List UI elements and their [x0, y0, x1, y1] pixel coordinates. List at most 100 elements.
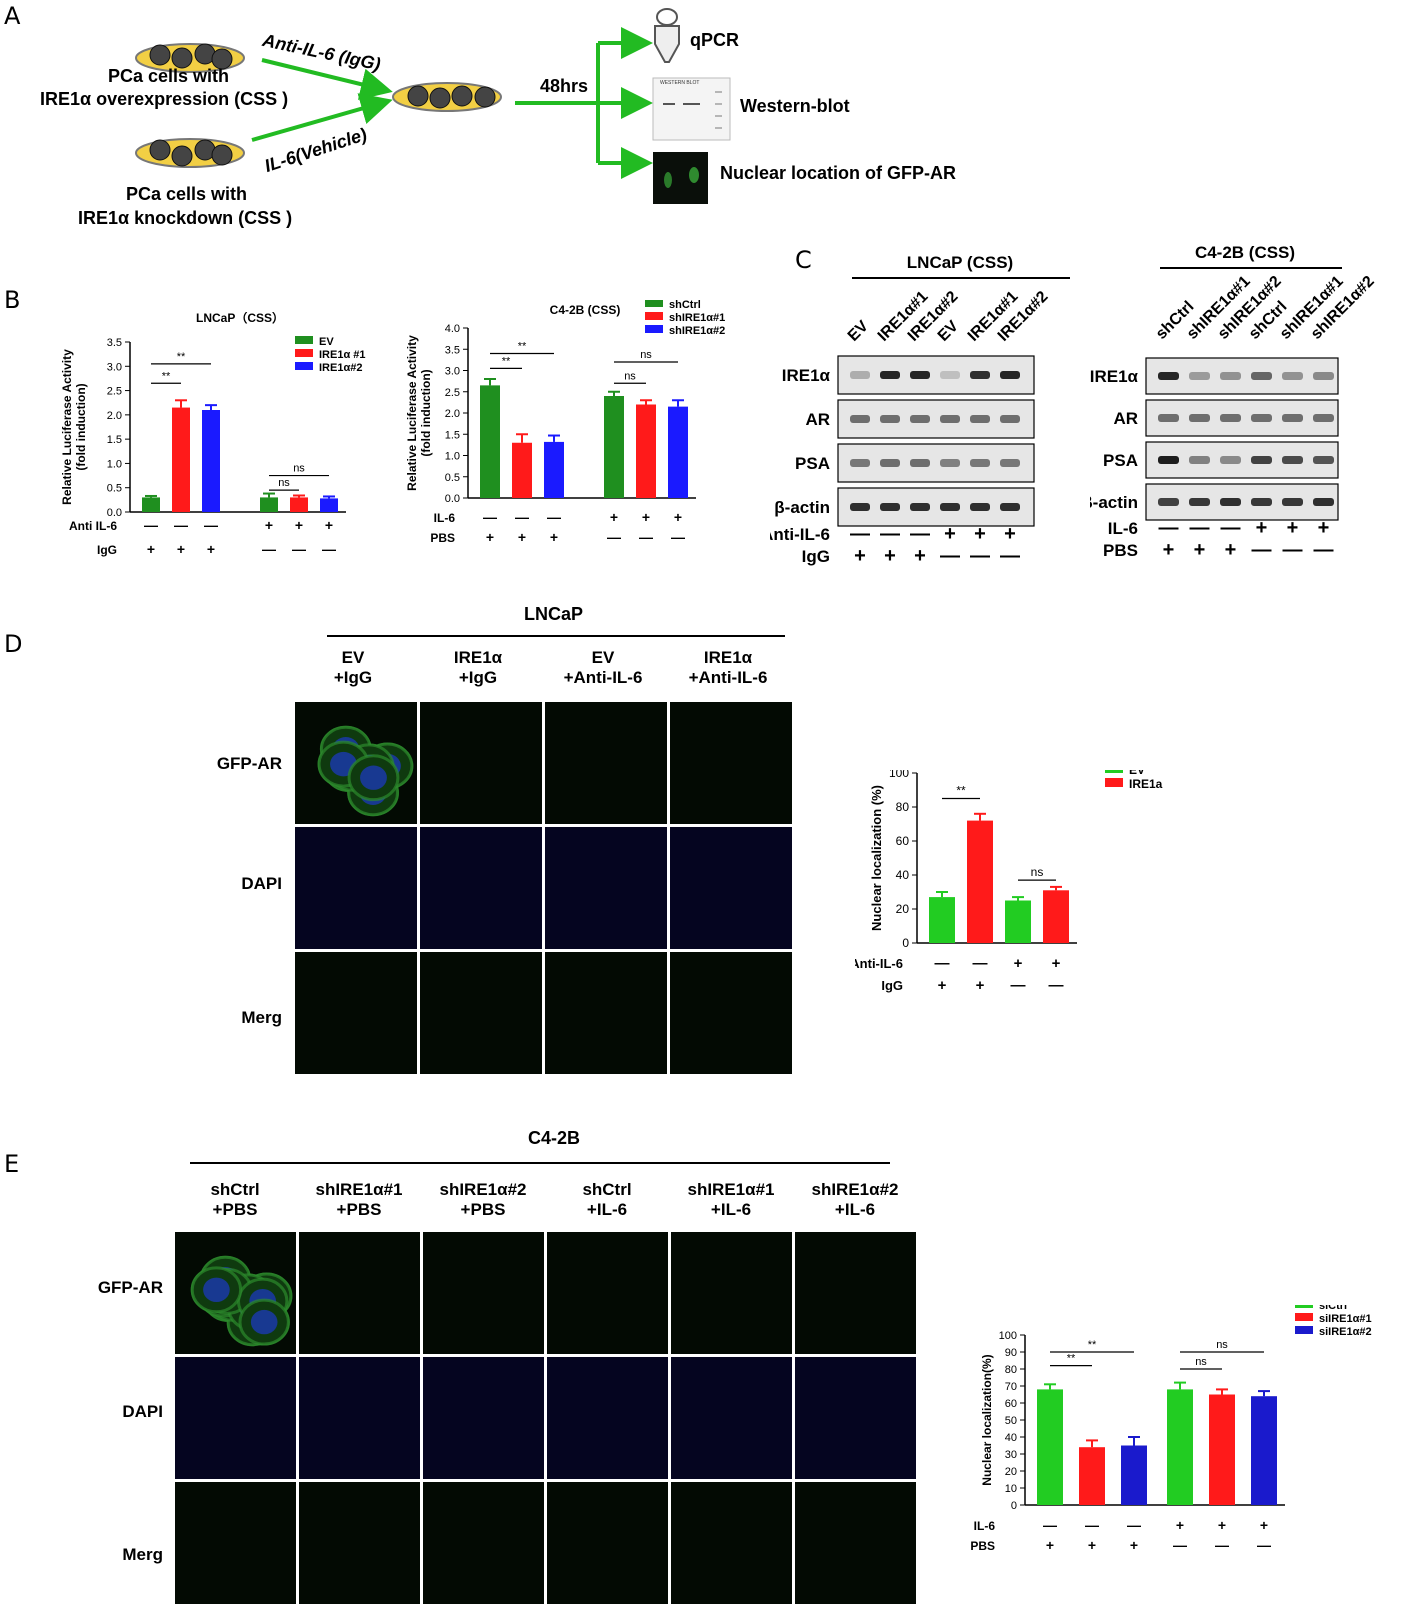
band	[970, 503, 990, 511]
y-tick-label: 0.0	[107, 507, 122, 519]
y-tick-label: 10	[1005, 1483, 1017, 1495]
condition-mark: —	[973, 955, 988, 972]
condition-label: Anti-IL-6	[770, 525, 830, 544]
blot-row-label: PSA	[795, 454, 830, 473]
condition-mark: —	[671, 529, 685, 545]
band	[1158, 372, 1179, 380]
significance-label: **	[502, 355, 511, 367]
condition-mark: +	[207, 541, 215, 557]
condition-label: PBS	[970, 1539, 995, 1553]
pcr-tube-icon	[654, 8, 680, 63]
condition-mark: +	[265, 517, 273, 533]
condition-mark: —	[1215, 1537, 1229, 1553]
band	[1000, 371, 1020, 379]
y-tick-label: 0.5	[445, 472, 460, 484]
cell-top-label-1: PCa cells with	[108, 66, 230, 86]
panel-label-e: E	[4, 1150, 20, 1178]
condition-mark: +	[1287, 517, 1299, 539]
micrograph	[547, 1232, 668, 1354]
significance-label: ns	[624, 370, 636, 382]
legend-swatch	[1295, 1305, 1313, 1308]
bar	[1037, 1389, 1063, 1505]
condition-mark: —	[1221, 517, 1241, 539]
y-axis-label: Nuclear localization (%)	[869, 785, 884, 931]
band	[1251, 414, 1272, 422]
time-label: 48hrs	[540, 76, 589, 96]
legend-label: EV	[1129, 770, 1145, 777]
condition-mark: +	[518, 529, 526, 545]
micrograph	[670, 827, 792, 949]
band	[1282, 456, 1303, 464]
panel-d-title: LNCaP	[524, 604, 584, 624]
legend-label: IRE1α#2	[319, 362, 362, 374]
y-tick-label: 2.5	[107, 386, 122, 398]
band	[1189, 456, 1210, 464]
band	[850, 371, 870, 379]
bar	[480, 385, 500, 498]
condition-mark: —	[174, 517, 188, 533]
band	[1000, 459, 1020, 467]
bar	[202, 410, 220, 512]
panel-e-column-header: +PBS	[336, 1200, 382, 1219]
y-tick-label: 20	[896, 902, 910, 916]
y-tick-label: 40	[1005, 1432, 1017, 1444]
panel-e-column-header: shCtrl	[582, 1180, 632, 1199]
condition-mark: —	[1159, 517, 1179, 539]
condition-mark: —	[262, 541, 276, 557]
band	[880, 459, 900, 467]
legend-label: IRE1α #1	[319, 349, 366, 361]
y-tick-label: 2.0	[445, 408, 460, 420]
condition-mark: —	[144, 517, 158, 533]
significance-label: ns	[278, 477, 290, 489]
blot-row-label: β-actin	[774, 498, 830, 517]
micrograph	[295, 952, 417, 1074]
bar	[668, 406, 688, 498]
y-tick-label: 0	[1011, 1500, 1017, 1512]
band	[1282, 498, 1303, 506]
legend-swatch	[295, 349, 313, 357]
svg-text:WESTERN BLOT: WESTERN BLOT	[660, 80, 699, 86]
condition-mark: —	[1173, 1537, 1187, 1553]
panel-e-column-header: +PBS	[460, 1200, 506, 1219]
micrograph	[420, 702, 542, 824]
y-axis-label: (fold induction)	[419, 369, 433, 456]
bar	[290, 497, 308, 512]
panel-label-b: B	[4, 286, 21, 314]
panel-d-row-label: GFP-AR	[216, 754, 282, 773]
significance-label: **	[177, 351, 186, 363]
bar	[320, 498, 338, 512]
nucleus-dapi	[360, 765, 387, 790]
panel-d-column-header: +Anti-IL-6	[688, 668, 768, 687]
band	[1189, 372, 1210, 380]
panel-e-title: C4-2B	[528, 1128, 581, 1148]
significance-label: **	[1067, 1353, 1076, 1365]
panel-e-column-header: shCtrl	[210, 1180, 260, 1199]
western-blot-thumbnail: WESTERN BLOT	[652, 77, 731, 141]
condition-mark: —	[515, 509, 529, 525]
band	[880, 371, 900, 379]
blot-row-label: β-actin	[1090, 493, 1138, 512]
cell-bottom-label-2: IRE1α knockdown (CSS )	[78, 208, 293, 228]
condition-label: IgG	[97, 543, 117, 557]
panel-d-column-header: +IgG	[458, 668, 498, 687]
nucleus-dapi	[250, 1309, 278, 1335]
condition-mark: —	[204, 517, 218, 533]
condition-label: PBS	[1103, 541, 1138, 560]
significance-label: ns	[1195, 1356, 1207, 1368]
y-tick-label: 90	[1005, 1347, 1017, 1359]
significance-label: ns	[1216, 1339, 1228, 1351]
y-tick-label: 0.0	[445, 493, 460, 505]
blot-title: C4-2B (CSS)	[1195, 243, 1295, 262]
blot-row-label: AR	[1113, 409, 1138, 428]
micrograph	[420, 827, 542, 949]
condition-mark: —	[607, 529, 621, 545]
panel-label-d: D	[4, 630, 23, 658]
condition-mark: —	[292, 541, 306, 557]
condition-mark: —	[850, 523, 870, 545]
condition-mark: +	[486, 529, 494, 545]
band	[940, 371, 960, 379]
panel-e-column-header: +IL-6	[710, 1200, 752, 1219]
micrograph	[671, 1357, 792, 1479]
